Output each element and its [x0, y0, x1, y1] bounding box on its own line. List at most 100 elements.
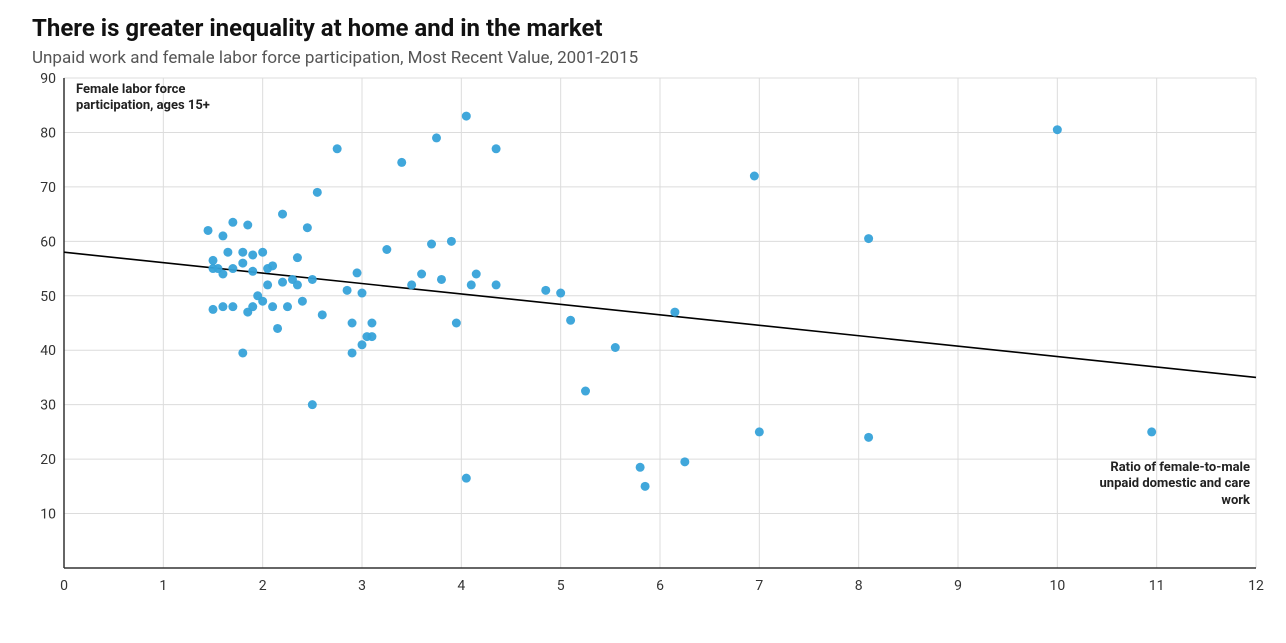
data-point	[298, 297, 307, 306]
data-point	[348, 319, 357, 328]
data-point	[238, 259, 247, 268]
data-point	[278, 210, 287, 219]
data-point	[641, 482, 650, 491]
x-axis-label: Ratio of female-to-male unpaid domestic …	[1080, 460, 1250, 540]
x-tick-label: 5	[557, 578, 565, 594]
data-point	[273, 324, 282, 333]
data-point	[427, 240, 436, 249]
data-point	[452, 319, 461, 328]
data-point	[333, 144, 342, 153]
y-tick-label: 80	[40, 125, 56, 141]
data-point	[218, 231, 227, 240]
data-point	[248, 302, 257, 311]
y-tick-label: 40	[40, 343, 56, 359]
data-point	[472, 270, 481, 279]
x-tick-label: 3	[358, 578, 366, 594]
data-point	[407, 280, 416, 289]
x-tick-label: 10	[1049, 578, 1065, 594]
data-point	[243, 221, 252, 230]
data-point	[467, 280, 476, 289]
data-point	[447, 237, 456, 246]
data-point	[367, 332, 376, 341]
y-tick-label: 90	[40, 71, 56, 87]
x-tick-label: 2	[259, 578, 267, 594]
x-tick-label: 0	[60, 578, 68, 594]
data-point	[223, 248, 232, 257]
data-point	[348, 348, 357, 357]
data-point	[218, 302, 227, 311]
y-axis-label: Female labor force participation, ages 1…	[76, 82, 226, 152]
x-tick-label: 9	[954, 578, 962, 594]
x-tick-label: 6	[656, 578, 664, 594]
data-point	[611, 343, 620, 352]
y-tick-label: 30	[40, 398, 56, 414]
data-point	[358, 340, 367, 349]
data-point	[353, 268, 362, 277]
x-tick-label: 12	[1248, 578, 1264, 594]
data-point	[238, 248, 247, 257]
y-tick-label: 50	[40, 289, 56, 305]
chart-svg: 0123456789101112102030405060708090Female…	[32, 68, 1266, 608]
x-tick-label: 8	[855, 578, 863, 594]
data-point	[209, 305, 218, 314]
data-point	[462, 474, 471, 483]
scatter-chart: 0123456789101112102030405060708090Female…	[32, 68, 1266, 608]
data-point	[313, 188, 322, 197]
data-point	[417, 270, 426, 279]
data-point	[556, 289, 565, 298]
data-point	[258, 248, 267, 257]
data-point	[581, 387, 590, 396]
data-point	[248, 267, 257, 276]
data-point	[209, 256, 218, 265]
data-point	[680, 457, 689, 466]
y-tick-label: 20	[40, 452, 56, 468]
data-point	[462, 112, 471, 121]
y-tick-label: 60	[40, 234, 56, 250]
data-point	[432, 133, 441, 142]
data-point	[303, 223, 312, 232]
data-point	[293, 280, 302, 289]
data-point	[397, 158, 406, 167]
data-point	[864, 234, 873, 243]
data-point	[1147, 427, 1156, 436]
data-point	[268, 302, 277, 311]
data-point	[358, 289, 367, 298]
data-point	[382, 245, 391, 254]
data-point	[318, 310, 327, 319]
chart-title: There is greater inequality at home and …	[32, 14, 1266, 42]
x-tick-label: 7	[755, 578, 763, 594]
data-point	[864, 433, 873, 442]
data-point	[218, 270, 227, 279]
data-point	[367, 319, 376, 328]
x-tick-label: 11	[1149, 578, 1165, 594]
y-tick-label: 70	[40, 180, 56, 196]
data-point	[492, 144, 501, 153]
data-point	[566, 316, 575, 325]
data-point	[283, 302, 292, 311]
data-point	[268, 261, 277, 270]
data-point	[670, 308, 679, 317]
data-point	[263, 280, 272, 289]
data-point	[228, 302, 237, 311]
chart-subtitle: Unpaid work and female labor force parti…	[32, 48, 1266, 68]
data-point	[755, 427, 764, 436]
x-tick-label: 1	[159, 578, 167, 594]
y-tick-label: 10	[40, 507, 56, 523]
data-point	[308, 400, 317, 409]
data-point	[750, 172, 759, 181]
data-point	[204, 226, 213, 235]
data-point	[228, 218, 237, 227]
x-tick-label: 4	[457, 578, 465, 594]
data-point	[278, 278, 287, 287]
data-point	[492, 280, 501, 289]
data-point	[258, 297, 267, 306]
data-point	[636, 463, 645, 472]
data-point	[248, 250, 257, 259]
data-point	[238, 348, 247, 357]
data-point	[541, 286, 550, 295]
data-point	[1053, 125, 1062, 134]
data-point	[308, 275, 317, 284]
data-point	[343, 286, 352, 295]
data-point	[293, 253, 302, 262]
data-point	[228, 264, 237, 273]
